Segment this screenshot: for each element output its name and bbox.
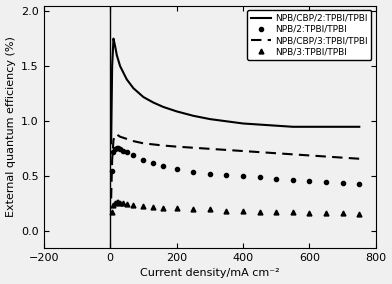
Legend: NPB/CBP/2:TPBI/TPBI, NPB/2:TPBI/TPBI, NPB/CBP/3:TPBI/TPBI, NPB/3:TPBI/TPBI: NPB/CBP/2:TPBI/TPBI, NPB/2:TPBI/TPBI, NP… [247,10,371,60]
X-axis label: Current density/mA cm⁻²: Current density/mA cm⁻² [140,268,279,278]
Y-axis label: External quantum efficiency (%): External quantum efficiency (%) [5,36,16,217]
